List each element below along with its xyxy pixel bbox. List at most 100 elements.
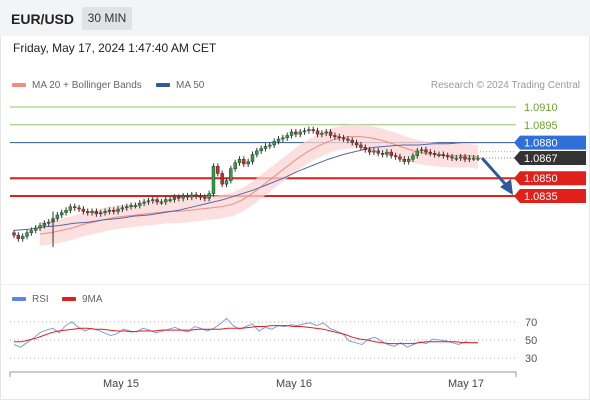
candle-body <box>393 155 398 158</box>
rsi-tick-label: 70 <box>525 317 537 329</box>
candle-body <box>411 155 415 160</box>
candle-body <box>242 159 246 165</box>
candle-body <box>172 196 177 200</box>
candle-body <box>203 196 207 199</box>
candle-body <box>233 162 237 169</box>
candle-body <box>320 132 324 135</box>
candle-body <box>112 210 116 212</box>
candle-body <box>328 131 333 136</box>
candle-body <box>424 149 428 153</box>
candle-body <box>263 145 268 149</box>
candle-body <box>107 210 112 212</box>
candle-body <box>155 199 159 203</box>
ma50-swatch <box>156 83 170 88</box>
candle-body <box>177 196 181 199</box>
candle-body <box>146 200 151 203</box>
x-tick-label: May 16 <box>276 378 312 390</box>
candle-body <box>33 227 38 231</box>
x-tick-label: May 17 <box>448 378 484 390</box>
legend-9ma: 9MA <box>62 294 103 305</box>
legend-ma50: MA 50 <box>156 80 204 91</box>
candle-body <box>398 156 402 160</box>
candle-body <box>315 130 320 135</box>
candle-body <box>194 194 198 197</box>
candle-body <box>16 234 21 239</box>
level-label-5: 1.0835 <box>524 191 558 203</box>
level-tag-2 <box>514 135 586 150</box>
candle-body <box>25 232 29 237</box>
candle-body <box>302 130 307 133</box>
candle-body <box>346 138 350 141</box>
candle-body <box>259 148 263 152</box>
level-label-0: 1.0910 <box>524 102 558 114</box>
candle-body <box>138 202 142 206</box>
candle-body <box>125 206 129 209</box>
legend-rsi: RSI <box>12 294 49 305</box>
ma9-line <box>14 325 478 345</box>
candle-body <box>454 157 459 160</box>
candle-body <box>168 199 172 201</box>
candle-body <box>99 212 103 215</box>
level-tag-4 <box>514 171 586 186</box>
candle-body <box>77 207 81 210</box>
candle-body <box>294 131 298 135</box>
candle-body <box>151 199 155 201</box>
candle-body <box>441 154 446 156</box>
candle-body <box>229 168 233 181</box>
rsi-line <box>13 317 478 348</box>
credit-text: Research © 2024 Trading Central <box>430 80 580 91</box>
timeframe-button[interactable]: 30 MIN <box>82 7 132 30</box>
level-label-4: 1.0850 <box>524 173 558 185</box>
rsi-swatch <box>12 297 26 302</box>
ma20-label: MA 20 + Bollinger Bands <box>32 80 142 91</box>
forecast-arrowhead <box>500 179 513 195</box>
candle-body <box>198 195 203 198</box>
candle-body <box>354 142 359 146</box>
ma9-swatch <box>62 297 76 302</box>
rsi-tick-label: 30 <box>525 353 537 365</box>
candle-body <box>402 159 406 162</box>
level-tag-3 <box>514 151 586 166</box>
candle-body <box>324 131 328 134</box>
candle-body <box>337 136 341 139</box>
candle-body <box>90 211 94 213</box>
candle-body <box>311 129 315 131</box>
candle-body <box>116 208 120 212</box>
candle-body <box>333 135 337 137</box>
candle-body <box>255 150 259 155</box>
candle-body <box>29 230 34 233</box>
candle-body <box>432 153 437 155</box>
candle-body <box>237 159 242 163</box>
candle-body <box>276 138 281 142</box>
candle-body <box>94 211 99 214</box>
candle-body <box>363 147 367 150</box>
candle-body <box>428 151 432 154</box>
candle-body <box>285 135 289 139</box>
candle-body <box>60 212 64 216</box>
candle-body <box>220 173 224 185</box>
candle-body <box>120 207 125 210</box>
candle-body <box>437 154 441 156</box>
level-tag-5 <box>514 189 586 203</box>
ma50-label: MA 50 <box>176 80 205 91</box>
candle-body <box>419 149 424 152</box>
candle-body <box>190 194 194 198</box>
candle-body <box>350 140 354 143</box>
candle-body <box>289 131 294 136</box>
top-bar: EUR/USD 30 MIN <box>0 0 590 36</box>
candle-body <box>207 193 211 199</box>
candle-body <box>64 210 68 213</box>
candle-body <box>380 153 385 155</box>
candle-body <box>42 223 47 226</box>
candle-body <box>73 206 77 209</box>
ma20-swatch <box>12 83 26 88</box>
candle-body <box>415 150 419 156</box>
level-label-1: 1.0895 <box>524 120 558 132</box>
symbol-label: EUR/USD <box>11 11 75 27</box>
candle-body <box>307 129 311 131</box>
candle-body <box>281 137 285 140</box>
candle-body <box>376 150 380 154</box>
candle-body <box>55 214 60 219</box>
